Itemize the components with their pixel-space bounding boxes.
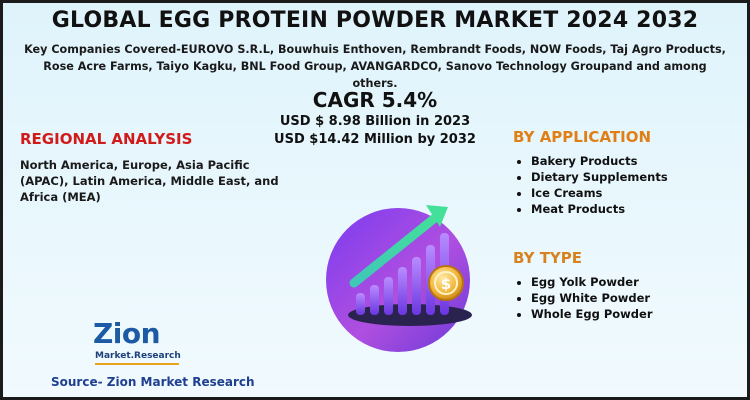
coin-icon: $: [428, 265, 464, 301]
logo-subtitle: Market.Research: [95, 351, 181, 361]
list-item: Whole Egg Powder: [531, 306, 653, 322]
logo-name: Zion: [93, 317, 161, 350]
list-item: Egg White Powder: [531, 290, 653, 306]
market-value-block: USD $ 8.98 Billion in 2023 USD $14.42 Mi…: [3, 113, 747, 149]
application-list: Bakery Products Dietary Supplements Ice …: [515, 153, 668, 217]
source-text: Source- Zion Market Research: [51, 375, 255, 389]
market-value-2023: USD $ 8.98 Billion in 2023: [279, 114, 471, 129]
by-type-title: BY TYPE: [513, 249, 583, 267]
by-application-title: BY APPLICATION: [513, 128, 652, 146]
key-companies-text: Key Companies Covered-EUROVO S.R.L, Bouw…: [24, 43, 726, 90]
list-item: Bakery Products: [531, 153, 668, 169]
market-value-2032: USD $14.42 Million by 2032: [274, 132, 476, 147]
list-item: Egg Yolk Powder: [531, 274, 653, 290]
up-arrow-icon: [349, 205, 448, 288]
zion-logo: Zion Market.Research: [93, 317, 193, 367]
chart-base: [348, 304, 472, 326]
regional-analysis-title: REGIONAL ANALYSIS: [20, 130, 193, 148]
cagr-value: CAGR 5.4%: [312, 88, 438, 112]
list-item: Dietary Supplements: [531, 169, 668, 185]
list-item: Ice Creams: [531, 185, 668, 201]
page-title: GLOBAL EGG PROTEIN POWDER MARKET 2024 20…: [51, 8, 699, 33]
growth-bar-chart-icon: $: [326, 205, 472, 352]
logo-underline: [95, 363, 179, 365]
regional-analysis-text: North America, Europe, Asia Pacific (APA…: [20, 158, 279, 204]
type-list: Egg Yolk Powder Egg White Powder Whole E…: [515, 274, 653, 322]
list-item: Meat Products: [531, 201, 668, 217]
svg-text:$: $: [441, 275, 451, 293]
